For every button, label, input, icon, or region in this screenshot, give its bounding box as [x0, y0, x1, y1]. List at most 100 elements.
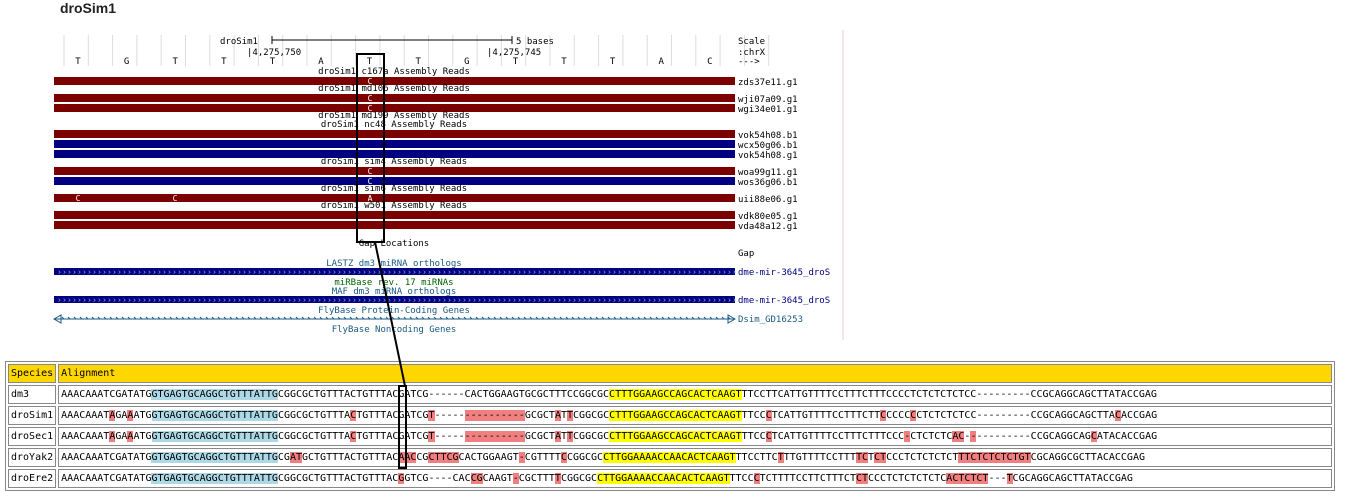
- lastz-strand-glyph: ›: [302, 268, 307, 277]
- lastz-strand-glyph: ›: [227, 268, 232, 277]
- flybase-gene-tick: [571, 316, 575, 320]
- maf-strand-glyph: ›: [182, 296, 187, 305]
- mismatch-highlight: AAC: [398, 452, 417, 463]
- lastz-strand-glyph: ›: [487, 268, 492, 277]
- lastz-strand-glyph: ›: [617, 268, 622, 277]
- lastz-strand-glyph: ›: [682, 268, 687, 277]
- read-name-label: vok54h08.g1: [738, 151, 798, 161]
- base-letter: T: [415, 57, 421, 67]
- base-letter: T: [367, 57, 373, 67]
- flybase-gene-tick: [355, 316, 359, 320]
- sequence-segment: TGTTTACGATCG: [356, 410, 429, 421]
- lastz-strand-glyph: ›: [362, 268, 367, 277]
- lastz-strand-glyph: ›: [342, 268, 347, 277]
- flybase-gene-tick: [541, 316, 545, 320]
- maf-strand-glyph: ›: [487, 296, 492, 305]
- lastz-strand-glyph: ›: [517, 268, 522, 277]
- maf-strand-glyph: ›: [197, 296, 202, 305]
- maf-strand-glyph: ›: [422, 296, 427, 305]
- mismatch-highlight: C: [350, 431, 357, 442]
- lastz-strand-glyph: ›: [352, 268, 357, 277]
- page-title: droSim1: [60, 0, 117, 16]
- flybase-gene-name: Dsim_GD16253: [738, 315, 803, 325]
- flybase-gene-tick: [415, 316, 419, 320]
- mirna-mature-highlight: CTTTGGAAGCCAGCACTCAAGT: [609, 431, 742, 442]
- maf-strand-glyph: ›: [217, 296, 222, 305]
- mismatch-highlight: C: [350, 410, 357, 421]
- mirna-mature-highlight: CTTGGAAAACCAACACTCAAGT: [597, 473, 730, 484]
- maf-strand-glyph: ›: [442, 296, 447, 305]
- maf-strand-glyph: ›: [352, 296, 357, 305]
- flybase-gene-tick: [721, 316, 725, 320]
- maf-strand-glyph: ›: [542, 296, 547, 305]
- flybase-gene-tick: [595, 316, 599, 320]
- lastz-strand-glyph: ›: [627, 268, 632, 277]
- flybase-gene-tick: [121, 316, 125, 320]
- read-base-letter: C: [173, 194, 178, 203]
- flybase-gene-tick: [175, 316, 179, 320]
- lastz-strand-glyph: ›: [247, 268, 252, 277]
- mismatch-highlight: CTTCG: [428, 452, 459, 463]
- maf-strand-glyph: ›: [407, 296, 412, 305]
- read-group-label: droSim1 sim4 Assembly Reads: [321, 157, 467, 167]
- maf-strand-glyph: ›: [722, 296, 727, 305]
- assembly-read-bar: [54, 94, 735, 102]
- sequence-segment: CGGCGCTGTTTA: [277, 410, 351, 421]
- sequence-cell: AAACAAATAGAAATGGTGAGTGCAGGCTGTTTATTGCGGC…: [58, 427, 1333, 446]
- mismatch-highlight: T: [567, 431, 574, 442]
- lastz-strand-glyph: ›: [72, 268, 77, 277]
- flybase-gene-tick: [649, 316, 653, 320]
- lastz-strand-glyph: ›: [582, 268, 587, 277]
- lastz-strand-glyph: ›: [667, 268, 672, 277]
- flybase-gene-tick: [673, 316, 677, 320]
- sequence-segment: CAAGT: [482, 473, 513, 484]
- flybase-gene-tick: [211, 316, 215, 320]
- lastz-strand-glyph: ›: [67, 268, 72, 277]
- maf-strand-glyph: ›: [72, 296, 77, 305]
- lastz-strand-glyph: ›: [312, 268, 317, 277]
- flybase-gene-tick: [577, 316, 581, 320]
- maf-strand-glyph: ›: [122, 296, 127, 305]
- genome-browser-image[interactable]: droSim1 5 bases |4,275,750 |4,275,745 Scale:…: [0, 0, 1348, 360]
- sequence-cell: AAACAAATCGATATGGTGAGTGCAGGCTGTTTATTGCGGC…: [58, 469, 1333, 488]
- maf-strand-glyph: ›: [277, 296, 282, 305]
- maf-strand-glyph: ›: [667, 296, 672, 305]
- lastz-strand-glyph: ›: [407, 268, 412, 277]
- maf-strand-glyph: ›: [427, 296, 432, 305]
- lastz-strand-glyph: ›: [357, 268, 362, 277]
- sequence-segment: -: [964, 431, 971, 442]
- flybase-gene-tick: [199, 316, 203, 320]
- lastz-strand-glyph: ›: [527, 268, 532, 277]
- maf-strand-glyph: ›: [677, 296, 682, 305]
- flybase-gene-tick: [289, 316, 293, 320]
- flybase-gene-tick: [313, 316, 317, 320]
- flybase-gene-tick: [511, 316, 515, 320]
- sequence-segment: CGCTTT: [518, 473, 555, 484]
- mismatch-highlight: T: [554, 473, 561, 484]
- sequence-segment: CGTTTT: [524, 452, 561, 463]
- maf-strand-glyph: ›: [507, 296, 512, 305]
- sequence-segment: GCTGTTTACTGTTTAC: [302, 452, 399, 463]
- flybase-gene-tick: [103, 316, 107, 320]
- lastz-strand-glyph: ›: [447, 268, 452, 277]
- lastz-strand-glyph: ›: [137, 268, 142, 277]
- sequence-segment: T: [868, 452, 875, 463]
- flybase-gene-tick: [181, 316, 185, 320]
- species-cell: droYak2: [8, 448, 57, 467]
- maf-strand-glyph: ›: [172, 296, 177, 305]
- flybase-gene-tick: [601, 316, 605, 320]
- base-letter: T: [610, 57, 616, 67]
- species-cell: droEre2: [8, 469, 57, 488]
- sequence-segment: TTCCTTCATTGTTTTCCTTTCTTTCCCCTCTCTCTCTCC-…: [741, 389, 1157, 400]
- lastz-strand-glyph: ›: [692, 268, 697, 277]
- base-letter: T: [270, 57, 276, 67]
- lastz-strand-glyph: ›: [127, 268, 132, 277]
- sequence-segment: T: [560, 410, 567, 421]
- read-name-label: wji07a09.g1: [738, 95, 798, 105]
- lastz-strand-glyph: ›: [177, 268, 182, 277]
- mismatch-highlight: C: [1114, 410, 1121, 421]
- mismatch-highlight: -: [512, 473, 519, 484]
- lastz-strand-glyph: ›: [167, 268, 172, 277]
- maf-strand-glyph: ›: [137, 296, 142, 305]
- maf-strand-glyph: ›: [522, 296, 527, 305]
